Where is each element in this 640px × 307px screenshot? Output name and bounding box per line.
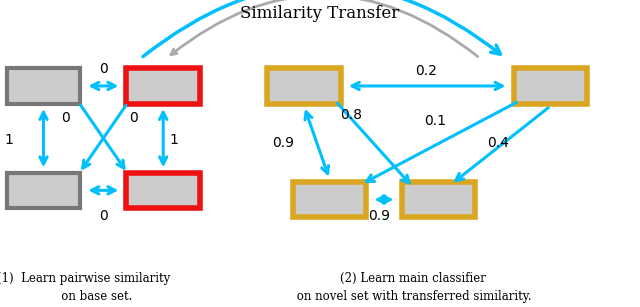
Bar — [514, 68, 588, 104]
Text: 0: 0 — [61, 111, 70, 125]
Text: (1)  Learn pairwise similarity
       on base set.: (1) Learn pairwise similarity on base se… — [0, 272, 170, 303]
Text: 0.2: 0.2 — [415, 64, 436, 78]
Bar — [7, 173, 81, 208]
Text: 0: 0 — [129, 111, 138, 125]
Bar — [268, 68, 340, 104]
Text: 0: 0 — [99, 209, 108, 223]
Bar — [402, 182, 476, 217]
Text: 0.9: 0.9 — [273, 136, 294, 150]
Text: (2) Learn main classifier
 on novel set with transferred similarity.: (2) Learn main classifier on novel set w… — [294, 272, 532, 303]
Text: 0.4: 0.4 — [487, 136, 509, 150]
Text: Similarity Transfer: Similarity Transfer — [241, 5, 399, 21]
Text: 1: 1 — [170, 133, 179, 147]
Text: 1: 1 — [4, 133, 13, 147]
Bar — [127, 68, 200, 104]
Text: 0.1: 0.1 — [424, 114, 446, 128]
Text: 0.8: 0.8 — [340, 108, 362, 122]
Bar — [127, 173, 200, 208]
Text: 0: 0 — [99, 62, 108, 76]
Bar — [293, 182, 366, 217]
Text: 0.9: 0.9 — [369, 209, 390, 223]
Bar — [7, 68, 81, 104]
